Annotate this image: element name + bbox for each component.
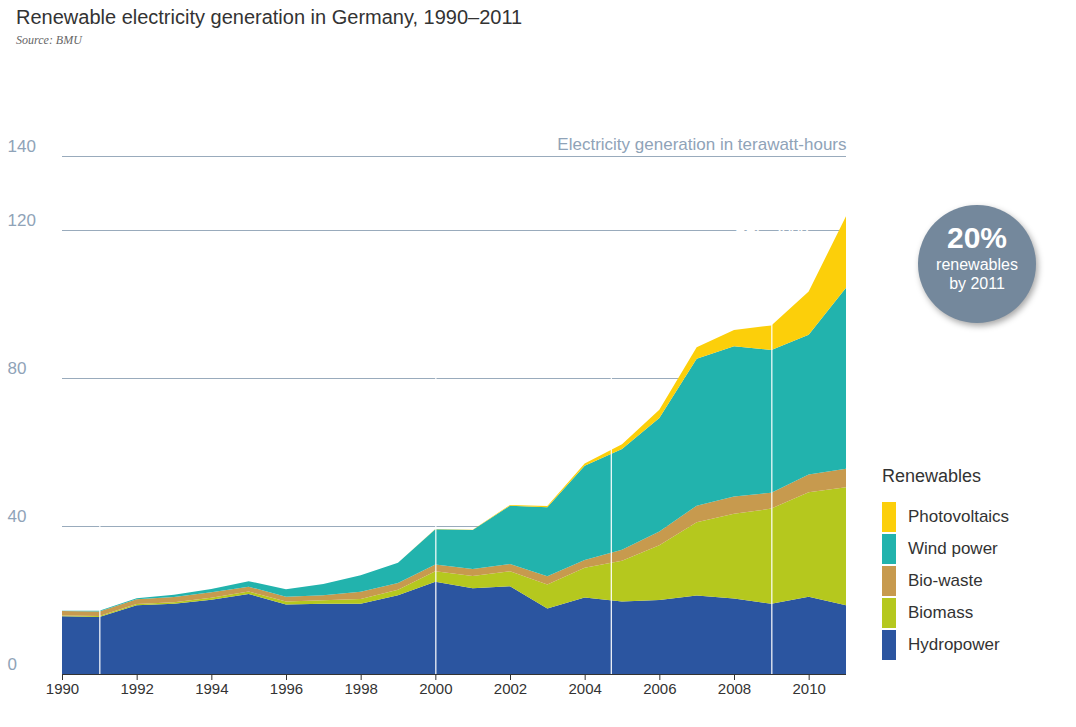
svg-text:80: 80 [8,359,27,378]
svg-text:140: 140 [8,137,36,156]
svg-text:40: 40 [8,507,27,526]
svg-text:0: 0 [8,655,17,674]
svg-text:Originalfeed-intariffs: Originalfeed-intariffs [72,446,127,495]
html-text:renewables: renewables [936,256,1018,273]
svg-text:EEG 2009: EEG 2009 [735,223,809,240]
svg-text:EEG 2000: EEG 2000 [399,364,473,381]
svg-text:2006: 2006 [643,680,676,697]
svg-text:1992: 1992 [120,680,153,697]
svg-text:1990: 1990 [46,680,79,697]
html-text:Bio-waste: Bio-waste [908,571,983,590]
html-text:Biomass: Biomass [908,603,974,622]
html-text:Photovoltaics: Photovoltaics [908,507,1010,526]
html-text:Source: BMU: Source: BMU [16,33,82,47]
svg-text:1998: 1998 [344,680,377,697]
svg-text:Electricity generation in tera: Electricity generation in terawatt-hours [557,135,846,154]
html-text:by 2011: by 2011 [949,275,1005,292]
svg-text:1994: 1994 [195,680,228,697]
svg-text:EEG 2004: EEG 2004 [574,310,648,327]
svg-text:2002: 2002 [494,680,527,697]
svg-text:2008: 2008 [718,680,751,697]
svg-text:2004: 2004 [568,680,601,697]
html-text:Renewable electricity generati: Renewable electricity generation in Germ… [16,6,523,28]
html-text:20%: 20% [947,221,1007,254]
svg-text:2010: 2010 [792,680,825,697]
svg-text:1996: 1996 [270,680,303,697]
html-text:Renewables: Renewables [882,466,982,486]
html-text:Wind power: Wind power [908,539,998,558]
svg-text:120: 120 [8,211,36,230]
html-text:Hydropower: Hydropower [908,635,1000,654]
svg-text:2000: 2000 [419,680,452,697]
